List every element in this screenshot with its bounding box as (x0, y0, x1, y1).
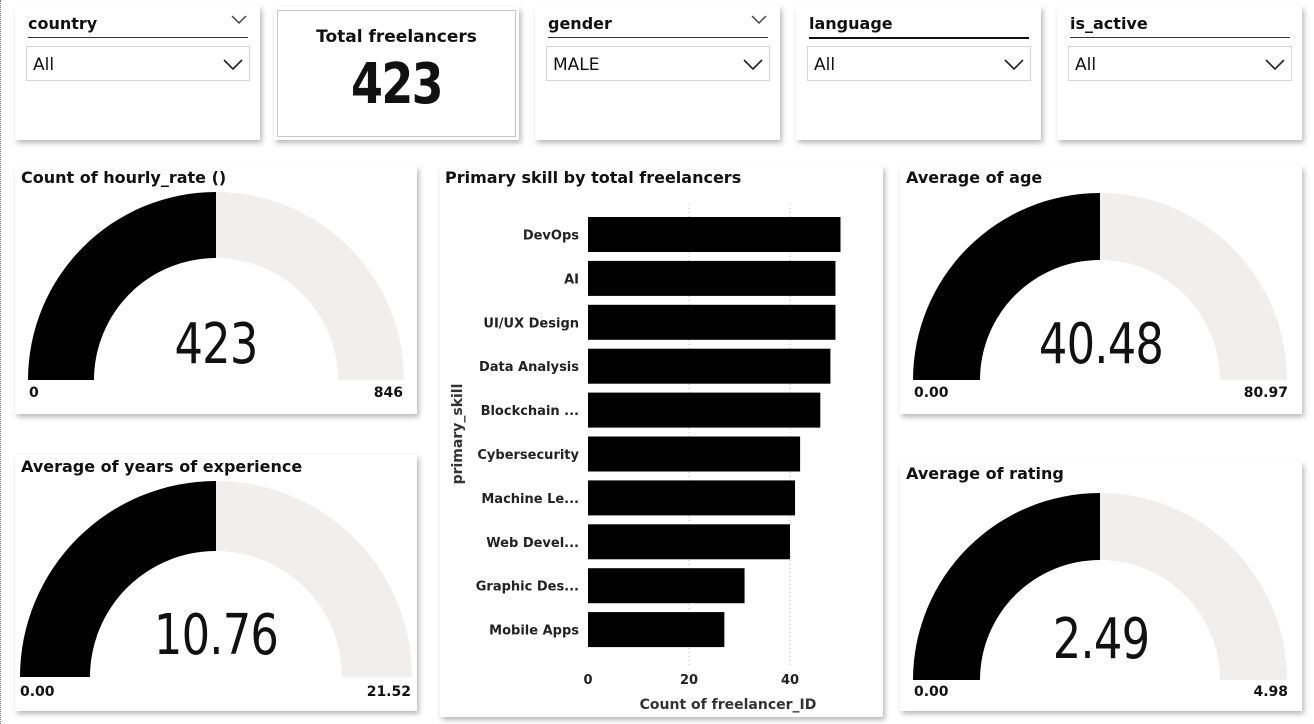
kpi-label: Total freelancers (316, 27, 477, 47)
chevron-down-icon (1004, 59, 1024, 71)
bar (588, 436, 801, 472)
gauge-arc (28, 192, 404, 380)
divider (1070, 37, 1290, 38)
gauge-track (216, 481, 412, 677)
dropdown-value: MALE (553, 55, 600, 75)
country-slicer[interactable]: country All (15, 6, 260, 140)
gauge-max-label: 4.98 (1253, 684, 1288, 700)
kpi-value: 423 (351, 52, 444, 117)
gauge-track (1100, 493, 1287, 680)
x-tick-label: 0 (583, 673, 592, 688)
experience-gauge[interactable]: Average of years of experience 10.76 0.0… (15, 455, 417, 711)
bar (588, 217, 841, 252)
category-label: Cybersecurity (477, 448, 579, 463)
slicer-title: is_active (1070, 14, 1148, 33)
divider (548, 37, 768, 38)
age-gauge[interactable]: Average of age 40.48 0.00 80.97 (900, 166, 1302, 414)
total-freelancers-card: Total freelancers 423 (274, 7, 519, 140)
gauge-arc (20, 481, 412, 677)
gauge-min-label: 0.00 (20, 684, 55, 700)
category-label: Machine Le... (481, 492, 579, 507)
category-label: DevOps (523, 229, 579, 244)
dropdown-value: All (1075, 55, 1097, 75)
category-label: Mobile Apps (489, 624, 579, 639)
category-label: AI (564, 272, 579, 287)
bar (588, 348, 831, 384)
bar (588, 612, 725, 648)
bar (588, 524, 790, 560)
language-slicer[interactable]: language All (796, 6, 1041, 140)
chevron-down-icon (1265, 59, 1285, 71)
x-tick-label: 20 (680, 673, 698, 688)
category-label: Data Analysis (479, 360, 579, 375)
chevron-down-icon (223, 59, 243, 71)
gender-slicer[interactable]: gender MALE (535, 6, 780, 140)
gauge-fill (28, 192, 216, 380)
gauge-fill (913, 493, 1100, 680)
chevron-down-icon (743, 59, 763, 71)
gauge-title: Average of age (906, 168, 1043, 187)
gauge-title: Average of years of experience (21, 457, 303, 476)
y-axis-title: primary_skill (450, 384, 466, 485)
gauge-fill (20, 481, 216, 677)
chevron-down-icon[interactable] (751, 14, 767, 26)
rating-gauge[interactable]: Average of rating 2.49 0.00 4.98 (900, 462, 1302, 711)
country-dropdown[interactable]: All (26, 46, 250, 81)
dropdown-value: All (33, 55, 55, 75)
gauge-min-label: 0.00 (914, 385, 949, 401)
gauge-arc (913, 193, 1287, 380)
gauge-value: 423 (174, 312, 258, 377)
gauge-arc (913, 493, 1287, 680)
gauge-value: 40.48 (1038, 312, 1164, 377)
gauge-min-label: 0 (29, 385, 39, 401)
gauge-title: Count of hourly_rate () (21, 168, 227, 187)
is-active-slicer[interactable]: is_active All (1057, 6, 1302, 140)
slicer-title: country (28, 14, 98, 33)
x-tick-label: 40 (781, 673, 799, 688)
gauge-min-label: 0.00 (914, 684, 949, 700)
divider (809, 37, 1029, 39)
gauge-track (1100, 193, 1287, 380)
slicer-title: language (809, 14, 893, 33)
category-label: Blockchain ... (481, 404, 579, 419)
hourly-rate-gauge[interactable]: Count of hourly_rate () 423 0 846 (15, 166, 417, 414)
x-axis-title: Count of freelancer_ID (640, 697, 817, 713)
gauge-max-label: 21.52 (366, 684, 411, 700)
chart-title: Primary skill by total freelancers (445, 168, 742, 187)
divider (28, 37, 248, 38)
language-dropdown[interactable]: All (807, 46, 1031, 81)
is-active-dropdown[interactable]: All (1068, 46, 1292, 81)
chevron-down-icon[interactable] (231, 14, 247, 26)
bar (588, 480, 796, 516)
primary-skill-bar-chart[interactable]: Primary skill by total freelancers 0 20 40… (440, 166, 883, 717)
gauge-value: 10.76 (153, 603, 279, 668)
gauge-value: 2.49 (1052, 607, 1150, 672)
bar (588, 260, 836, 296)
category-label: UI/UX Design (483, 316, 579, 331)
kpi-border (277, 10, 516, 137)
gauge-max-label: 846 (373, 385, 403, 401)
category-label: Web Devel... (486, 536, 579, 551)
category-label: Graphic Des... (476, 580, 579, 595)
bar (588, 568, 745, 604)
dropdown-value: All (814, 55, 836, 75)
gauge-max-label: 80.97 (1243, 385, 1288, 401)
slicer-title: gender (548, 14, 612, 33)
gauge-track (216, 192, 404, 380)
bar (588, 304, 836, 340)
gauge-fill (913, 193, 1100, 380)
bar-chart-plot: 0 20 40 DevOps AI UI/UX Design Data Analysis Bl… (450, 204, 841, 713)
gauge-title: Average of rating (906, 464, 1064, 483)
bar (588, 392, 821, 428)
gender-dropdown[interactable]: MALE (546, 46, 770, 81)
